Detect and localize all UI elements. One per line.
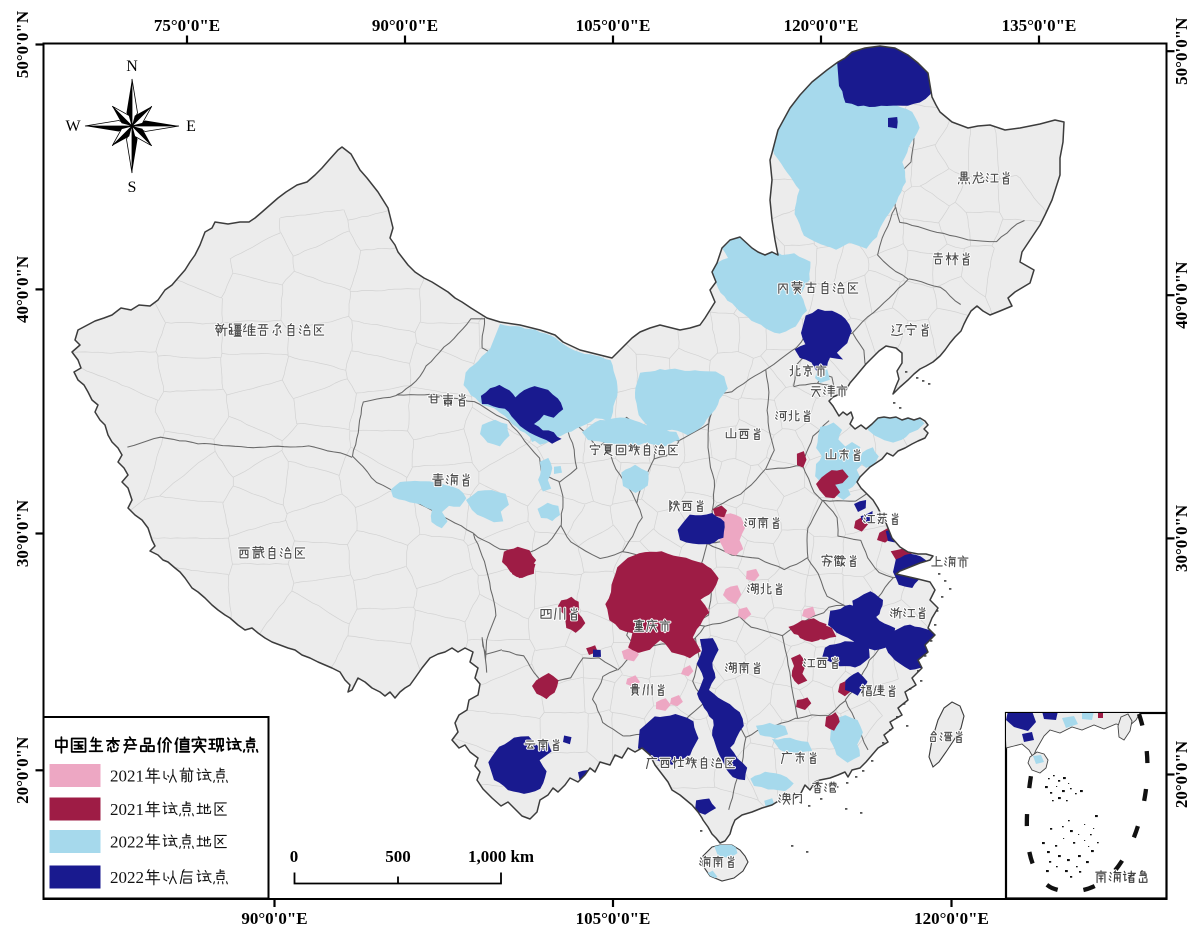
- svg-text:E: E: [186, 118, 196, 135]
- svg-text:2022: 2022: [110, 868, 144, 887]
- svg-text:500: 500: [385, 847, 411, 866]
- svg-text:W: W: [65, 118, 81, 135]
- svg-text:20°0'0"N: 20°0'0"N: [1172, 740, 1191, 808]
- svg-text:135°0'0"E: 135°0'0"E: [1002, 16, 1077, 35]
- svg-text:90°0'0"E: 90°0'0"E: [372, 16, 438, 35]
- svg-text:40°0'0"N: 40°0'0"N: [13, 255, 32, 323]
- svg-text:50°0'0"N: 50°0'0"N: [1172, 17, 1191, 85]
- svg-text:120°0'0"E: 120°0'0"E: [784, 16, 859, 35]
- svg-text:S: S: [128, 179, 137, 196]
- svg-text:30°0'0"N: 30°0'0"N: [13, 499, 32, 567]
- svg-text:75°0'0"E: 75°0'0"E: [154, 16, 220, 35]
- svg-text:120°0'0"E: 120°0'0"E: [914, 909, 989, 928]
- svg-text:105°0'0"E: 105°0'0"E: [576, 16, 651, 35]
- svg-text:2021: 2021: [110, 767, 144, 786]
- svg-text:30°0'0"N: 30°0'0"N: [1172, 504, 1191, 572]
- svg-text:40°0'0"N: 40°0'0"N: [1172, 261, 1191, 329]
- svg-text:20°0'0"N: 20°0'0"N: [13, 736, 32, 804]
- svg-text:90°0'0"E: 90°0'0"E: [241, 909, 307, 928]
- svg-text:50°0'0"N: 50°0'0"N: [13, 10, 32, 78]
- svg-text:2022: 2022: [110, 833, 144, 852]
- svg-text:105°0'0"E: 105°0'0"E: [576, 909, 651, 928]
- svg-text:2021: 2021: [110, 800, 144, 819]
- svg-text:0: 0: [290, 847, 299, 866]
- svg-text:1,000 km: 1,000 km: [468, 847, 534, 866]
- svg-text:N: N: [126, 58, 138, 75]
